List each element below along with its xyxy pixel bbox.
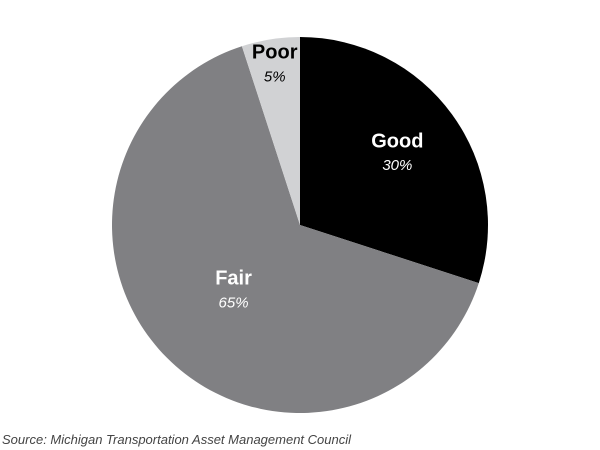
value-label: 5% (264, 68, 286, 85)
slice-label: Good (371, 131, 423, 153)
labels: Good 30% Fair 65% Poor 5% (215, 42, 423, 312)
pie (111, 37, 488, 414)
value-label: 30% (382, 157, 412, 174)
slice-label: Poor (252, 42, 298, 64)
pie-slice (241, 37, 300, 225)
pie-slice (300, 37, 488, 284)
pie-slice (111, 46, 479, 414)
source-note: Source: Michigan Transportation Asset Ma… (2, 432, 352, 447)
value-label: 65% (219, 294, 249, 311)
slice-label: Fair (215, 268, 252, 290)
